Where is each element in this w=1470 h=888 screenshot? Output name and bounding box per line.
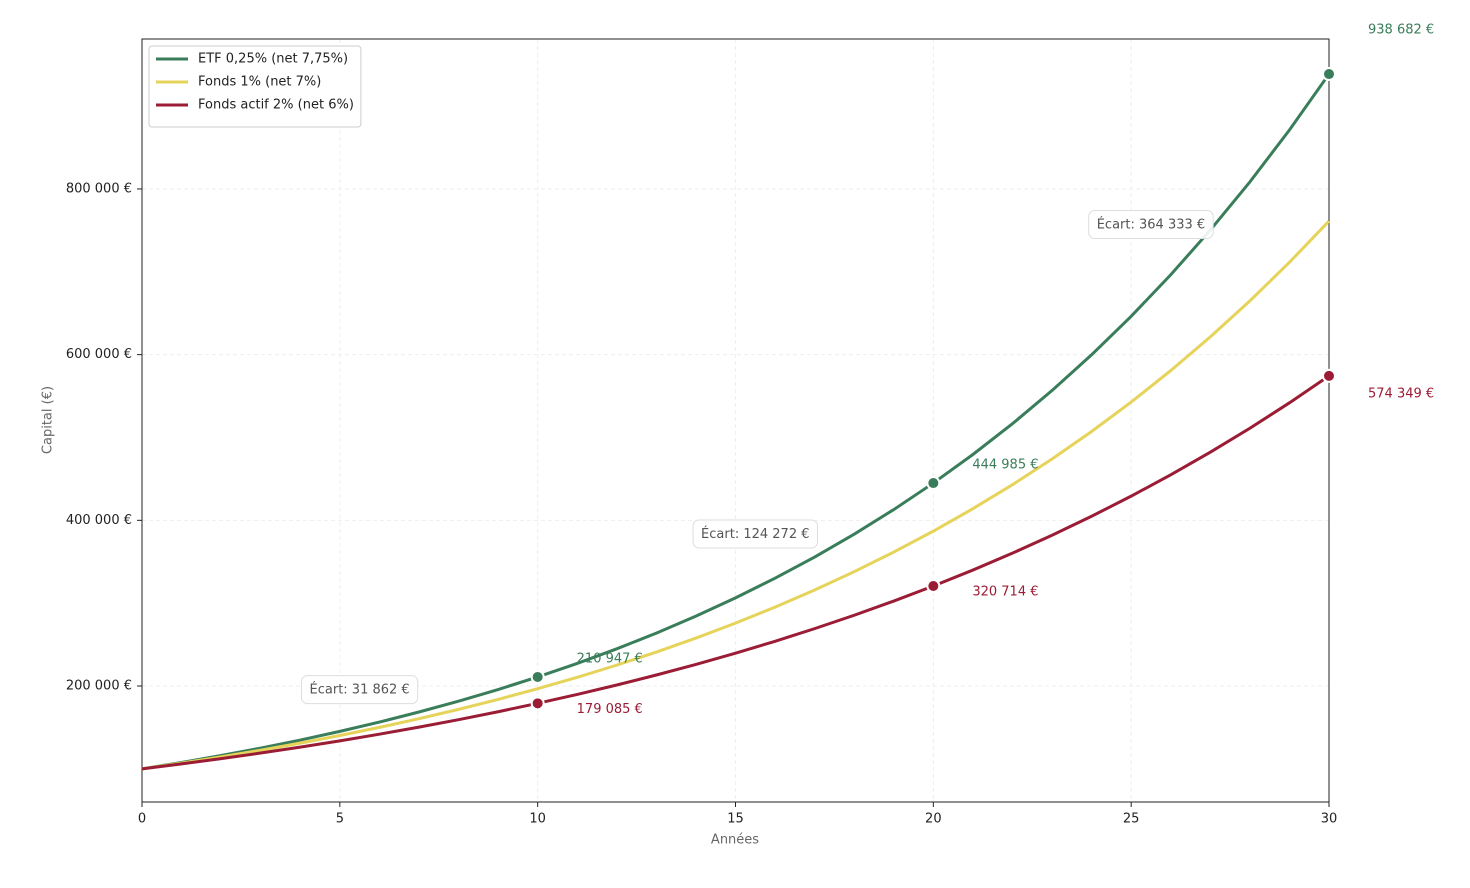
gap-annotation: Écart: 124 272 € [692,519,819,549]
y-tick-label: 200 000 € [66,679,132,694]
point-marker [1322,67,1336,82]
gap-annotation: Écart: 364 333 € [1088,209,1214,239]
legend-label: Fonds actif 2% (net 6%) [198,98,354,113]
point-label: 210 947 € [577,651,643,666]
x-tick-label: 15 [727,812,744,827]
point-marker [926,579,941,594]
annotation-text: Écart: 31 862 € [310,682,410,698]
x-tick-label: 10 [529,812,546,827]
y-tick-label: 600 000 € [66,347,132,362]
y-tick-label: 800 000 € [66,181,132,196]
legend-label: ETF 0,25% (net 7,75%) [198,52,348,67]
plot-frame [141,38,1330,803]
gap-annotation: Écart: 31 862 € [301,675,419,705]
series-line [141,220,1331,771]
point-label: 938 682 € [1368,23,1434,38]
annotation-box [301,675,419,705]
point-marker [530,669,545,684]
point-label: 320 714 € [972,585,1038,600]
point-label: 444 985 € [972,458,1038,473]
annotation-box [692,519,819,549]
annotation-text: Écart: 124 272 € [701,526,809,542]
x-tick-label: 5 [336,812,344,827]
x-tick-label: 0 [138,812,146,827]
legend-box [148,45,362,128]
x-tick-label: 25 [1123,812,1140,827]
annotation-text: Écart: 364 333 € [1097,216,1205,232]
legend-label: Fonds 1% (net 7%) [198,75,321,90]
series-line [141,374,1330,771]
annotation-box [1088,209,1214,239]
y-axis-label: Capital (€) [41,386,56,454]
series-line [141,73,1331,771]
point-marker [1322,368,1336,383]
point-label: 574 349 € [1368,386,1434,401]
x-tick-label: 30 [1321,812,1338,827]
point-label: 179 085 € [577,702,643,717]
y-tick-label: 400 000 € [66,513,132,528]
x-tick-label: 20 [925,812,942,827]
point-marker [530,696,545,711]
point-marker [926,476,941,491]
x-axis-label: Années [711,833,759,848]
legend: ETF 0,25% (net 7,75%) Fonds 1% (net 7%) Fo… [148,45,362,128]
